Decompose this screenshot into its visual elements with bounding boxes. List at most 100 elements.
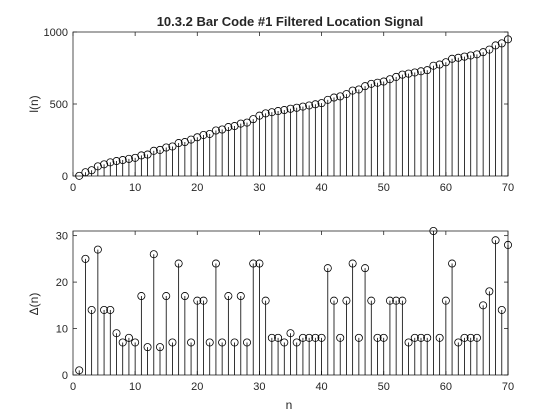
bottom-stem-marker (249, 259, 258, 268)
bottom-x-tick-label: 30 (253, 381, 265, 393)
bottom-stem-marker (491, 236, 500, 245)
top-x-tick-label: 50 (378, 182, 390, 194)
top-y-tick-label: 1000 (44, 27, 68, 39)
top-stem-marker (503, 35, 512, 44)
bottom-stem-marker (124, 333, 133, 342)
top-stem-marker (286, 104, 295, 113)
top-stem-marker (454, 53, 463, 62)
bottom-stem-marker (81, 254, 90, 263)
bottom-stem-marker (429, 226, 438, 235)
bottom-stem-marker (87, 305, 96, 314)
bottom-x-axis-label: n (286, 398, 293, 412)
top-y-tick-label: 0 (62, 171, 68, 183)
bottom-stem-marker (149, 250, 158, 259)
bottom-stem-marker (274, 333, 283, 342)
top-stem-marker (429, 61, 438, 70)
bottom-stem-marker (329, 296, 338, 305)
top-stem-marker (211, 126, 220, 135)
top-stem-marker (305, 101, 314, 110)
bottom-x-tick-label: 0 (70, 381, 76, 393)
bottom-stem-marker (479, 301, 488, 310)
top-stem-marker (174, 139, 183, 148)
bottom-stem-marker (398, 296, 407, 305)
bottom-stem-marker (218, 338, 227, 347)
bottom-stem-marker (211, 259, 220, 268)
bottom-y-axis-label: Δ(n) (27, 293, 41, 316)
top-stem-marker (261, 109, 270, 118)
bottom-y-tick-label: 10 (56, 324, 68, 336)
bottom-stem-marker (454, 338, 463, 347)
bottom-stem-marker (180, 292, 189, 301)
bottom-x-tick-label: 40 (315, 381, 327, 393)
top-stem-marker (236, 119, 245, 128)
bottom-stem-marker (280, 338, 289, 347)
top-x-tick-label: 0 (70, 182, 76, 194)
bottom-stem-marker (342, 296, 351, 305)
bottom-stem-marker (416, 333, 425, 342)
bottom-x-tick-label: 60 (440, 381, 452, 393)
top-chart-title: 10.3.2 Bar Code #1 Filtered Location Sig… (157, 14, 424, 29)
bottom-stem-marker (118, 338, 127, 347)
bottom-y-tick-label: 0 (62, 370, 68, 382)
top-stem-marker (267, 108, 276, 117)
top-x-tick-label: 10 (129, 182, 141, 194)
top-stem-marker (423, 66, 432, 75)
bottom-x-tick-label: 50 (378, 381, 390, 393)
bottom-stem-marker (193, 296, 202, 305)
top-x-tick-label: 60 (440, 182, 452, 194)
bottom-stem-marker (373, 333, 382, 342)
top-stem-marker (367, 79, 376, 88)
bottom-plot-area: 0 10 20 30 40 50 60 70 0 10 20 30 (56, 226, 514, 393)
bottom-stem-marker (448, 259, 457, 268)
top-y-axis-label: l(n) (27, 95, 41, 112)
top-stem-marker (81, 168, 90, 177)
bottom-stem-marker (336, 333, 345, 342)
bottom-stem-marker (385, 296, 394, 305)
top-stem-marker (124, 154, 133, 163)
bottom-stem-marker (323, 264, 332, 273)
top-stem-marker (93, 162, 102, 171)
bottom-stem-marker (242, 338, 251, 347)
top-stem-marker (373, 78, 382, 87)
bottom-stem-marker (472, 333, 481, 342)
top-stem-marker (242, 118, 251, 127)
bottom-stem-marker (286, 329, 295, 338)
bottom-stem-marker (298, 333, 307, 342)
bottom-stem-marker (361, 264, 370, 273)
bottom-stem-marker (423, 333, 432, 342)
bottom-stem-marker (112, 329, 121, 338)
bottom-stem-marker (199, 296, 208, 305)
top-stem-marker (441, 58, 450, 67)
bottom-x-tick-label: 10 (129, 381, 141, 393)
bottom-stem-marker (230, 338, 239, 347)
bottom-stem-marker (255, 259, 264, 268)
bottom-stem-marker (143, 343, 152, 352)
bottom-stem-marker (162, 292, 171, 301)
bottom-stem-marker (267, 333, 276, 342)
top-stem-marker (398, 70, 407, 79)
top-stem-marker (75, 171, 84, 180)
bottom-stem-marker (305, 333, 314, 342)
top-stem-marker (348, 86, 357, 95)
bottom-stem-marker (75, 366, 84, 375)
bottom-stem-marker (168, 338, 177, 347)
top-y-tick-label: 500 (50, 99, 68, 111)
bottom-stem-marker (174, 259, 183, 268)
bottom-stem-marker (187, 338, 196, 347)
bottom-stem-marker (292, 338, 301, 347)
bottom-stem-marker (404, 338, 413, 347)
bottom-stem-marker (317, 333, 326, 342)
bottom-stem-marker (106, 305, 115, 314)
top-stem-marker (106, 158, 115, 167)
top-stem-marker (143, 150, 152, 159)
bottom-stem-marker (261, 296, 270, 305)
bottom-axes: Δ(n) n 0 10 20 30 40 50 60 70 0 10 20 30 (27, 226, 514, 412)
top-x-tick-label: 20 (191, 182, 203, 194)
bottom-stem-marker (497, 305, 506, 314)
top-stem-marker (199, 130, 208, 139)
top-stem-marker (466, 51, 475, 60)
bottom-stem-marker (392, 296, 401, 305)
top-stem-marker (354, 85, 363, 94)
bottom-stem-marker (131, 338, 140, 347)
bottom-stem-marker (435, 333, 444, 342)
